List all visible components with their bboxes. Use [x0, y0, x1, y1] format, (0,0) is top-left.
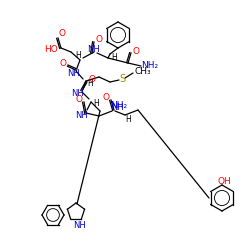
Text: NH₂: NH₂: [110, 102, 128, 110]
Text: NH: NH: [88, 46, 101, 54]
Text: O: O: [102, 94, 110, 102]
Text: NH: NH: [72, 90, 85, 98]
Text: NH: NH: [112, 104, 124, 112]
Text: O: O: [58, 30, 66, 38]
Text: O: O: [132, 46, 140, 56]
Text: O: O: [96, 36, 102, 44]
Text: H: H: [125, 116, 131, 124]
Text: O: O: [76, 96, 82, 104]
Text: O: O: [60, 58, 66, 68]
Text: NH: NH: [72, 220, 86, 230]
Text: H: H: [93, 98, 99, 108]
Text: OH: OH: [217, 176, 231, 186]
Text: NH: NH: [74, 112, 88, 120]
Text: NH: NH: [66, 68, 80, 78]
Text: H: H: [111, 52, 117, 62]
Text: S: S: [119, 74, 125, 84]
Text: H: H: [87, 78, 93, 88]
Text: HO: HO: [44, 46, 58, 54]
Text: NH₂: NH₂: [142, 62, 158, 70]
Text: H: H: [75, 52, 81, 60]
Text: O: O: [88, 76, 96, 84]
Text: CH₃: CH₃: [135, 66, 151, 76]
